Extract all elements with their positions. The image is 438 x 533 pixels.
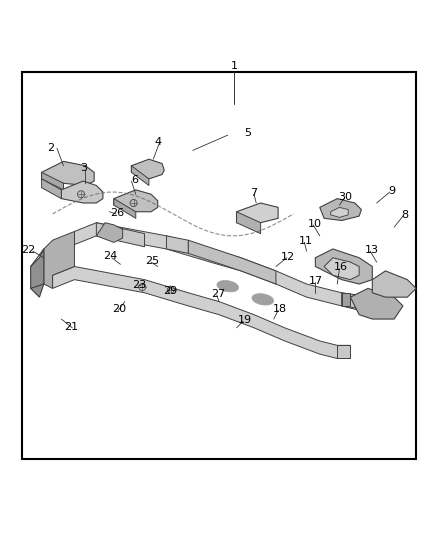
Text: 1: 1 [231,61,238,71]
Polygon shape [188,240,276,284]
Text: 3: 3 [80,163,87,173]
Text: 10: 10 [307,219,321,229]
Polygon shape [315,249,372,284]
Polygon shape [350,288,403,319]
Polygon shape [131,159,164,179]
Text: 8: 8 [402,210,409,220]
Polygon shape [96,223,123,243]
Polygon shape [31,249,44,297]
Text: 24: 24 [103,252,117,261]
Text: 23: 23 [132,280,146,290]
Polygon shape [42,179,61,199]
Text: 13: 13 [364,245,378,255]
Bar [22,71,416,459]
Polygon shape [114,199,136,219]
Text: 20: 20 [112,304,126,314]
Polygon shape [42,161,94,185]
Polygon shape [44,231,74,288]
Polygon shape [331,207,348,217]
Text: 22: 22 [21,245,35,255]
Ellipse shape [252,294,274,305]
Text: 26: 26 [110,208,124,217]
Polygon shape [166,236,188,253]
Text: 30: 30 [338,192,352,203]
Polygon shape [337,345,350,359]
Polygon shape [74,223,372,310]
Text: 5: 5 [244,128,251,138]
Polygon shape [324,258,359,280]
Text: 17: 17 [309,276,323,286]
Polygon shape [61,181,103,203]
Text: 16: 16 [334,262,348,272]
Text: 7: 7 [250,188,257,198]
Polygon shape [342,293,372,310]
Polygon shape [131,166,149,185]
Polygon shape [320,199,361,221]
Text: 11: 11 [299,236,313,246]
Polygon shape [372,271,416,297]
Text: 29: 29 [163,286,177,296]
Polygon shape [114,190,158,212]
Polygon shape [96,223,145,247]
Text: 21: 21 [64,321,78,332]
Text: 9: 9 [389,186,396,196]
Polygon shape [53,266,350,359]
Text: 4: 4 [154,136,161,147]
Polygon shape [342,293,350,306]
Polygon shape [237,212,261,233]
Text: 19: 19 [237,315,251,325]
Polygon shape [237,203,278,223]
Ellipse shape [217,280,239,292]
Text: 18: 18 [272,304,286,314]
Text: 25: 25 [145,256,159,266]
Text: 12: 12 [281,252,295,262]
Text: 2: 2 [47,143,54,154]
Text: 6: 6 [131,175,138,185]
Polygon shape [42,172,64,190]
Text: 27: 27 [211,289,225,298]
